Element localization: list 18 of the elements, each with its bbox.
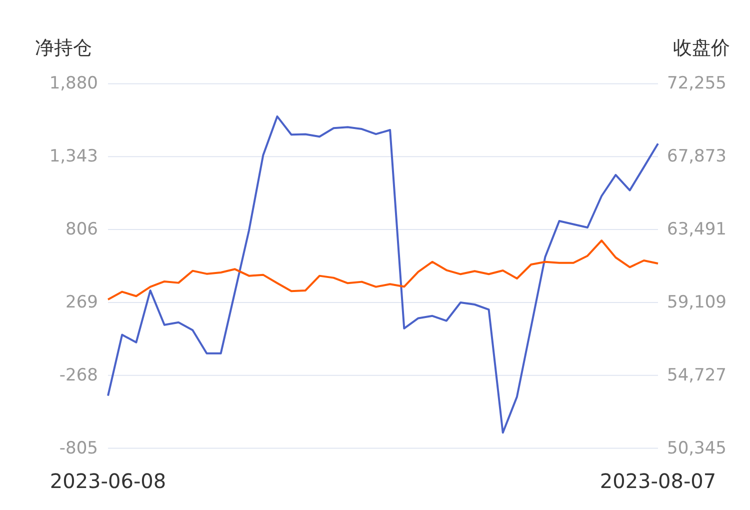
y2-tick-label: 63,491	[667, 220, 726, 240]
y-tick-label: 1,343	[49, 146, 98, 167]
y2-tick-label: 72,255	[667, 74, 726, 94]
y-tick-label: 1,880	[49, 74, 98, 94]
y-tick-label: -805	[59, 438, 98, 458]
y2-tick-label: 50,345	[667, 438, 726, 458]
y-axis-title: 净持仓	[35, 37, 92, 59]
line-series	[107, 240, 659, 300]
y2-tick-label: 67,873	[667, 146, 726, 167]
x-tick-label: 2023-06-08	[50, 469, 166, 493]
y-tick-label: 806	[66, 220, 98, 240]
x-tick-label: 2023-08-07	[600, 469, 716, 493]
y2-axis-title: 收盘价	[673, 37, 730, 59]
y-tick-label: -268	[59, 365, 98, 386]
y2-tick-label: 59,109	[667, 292, 726, 312]
y2-tick-label: 54,727	[667, 365, 726, 386]
line-series	[107, 115, 659, 434]
y-tick-label: 269	[66, 292, 98, 312]
